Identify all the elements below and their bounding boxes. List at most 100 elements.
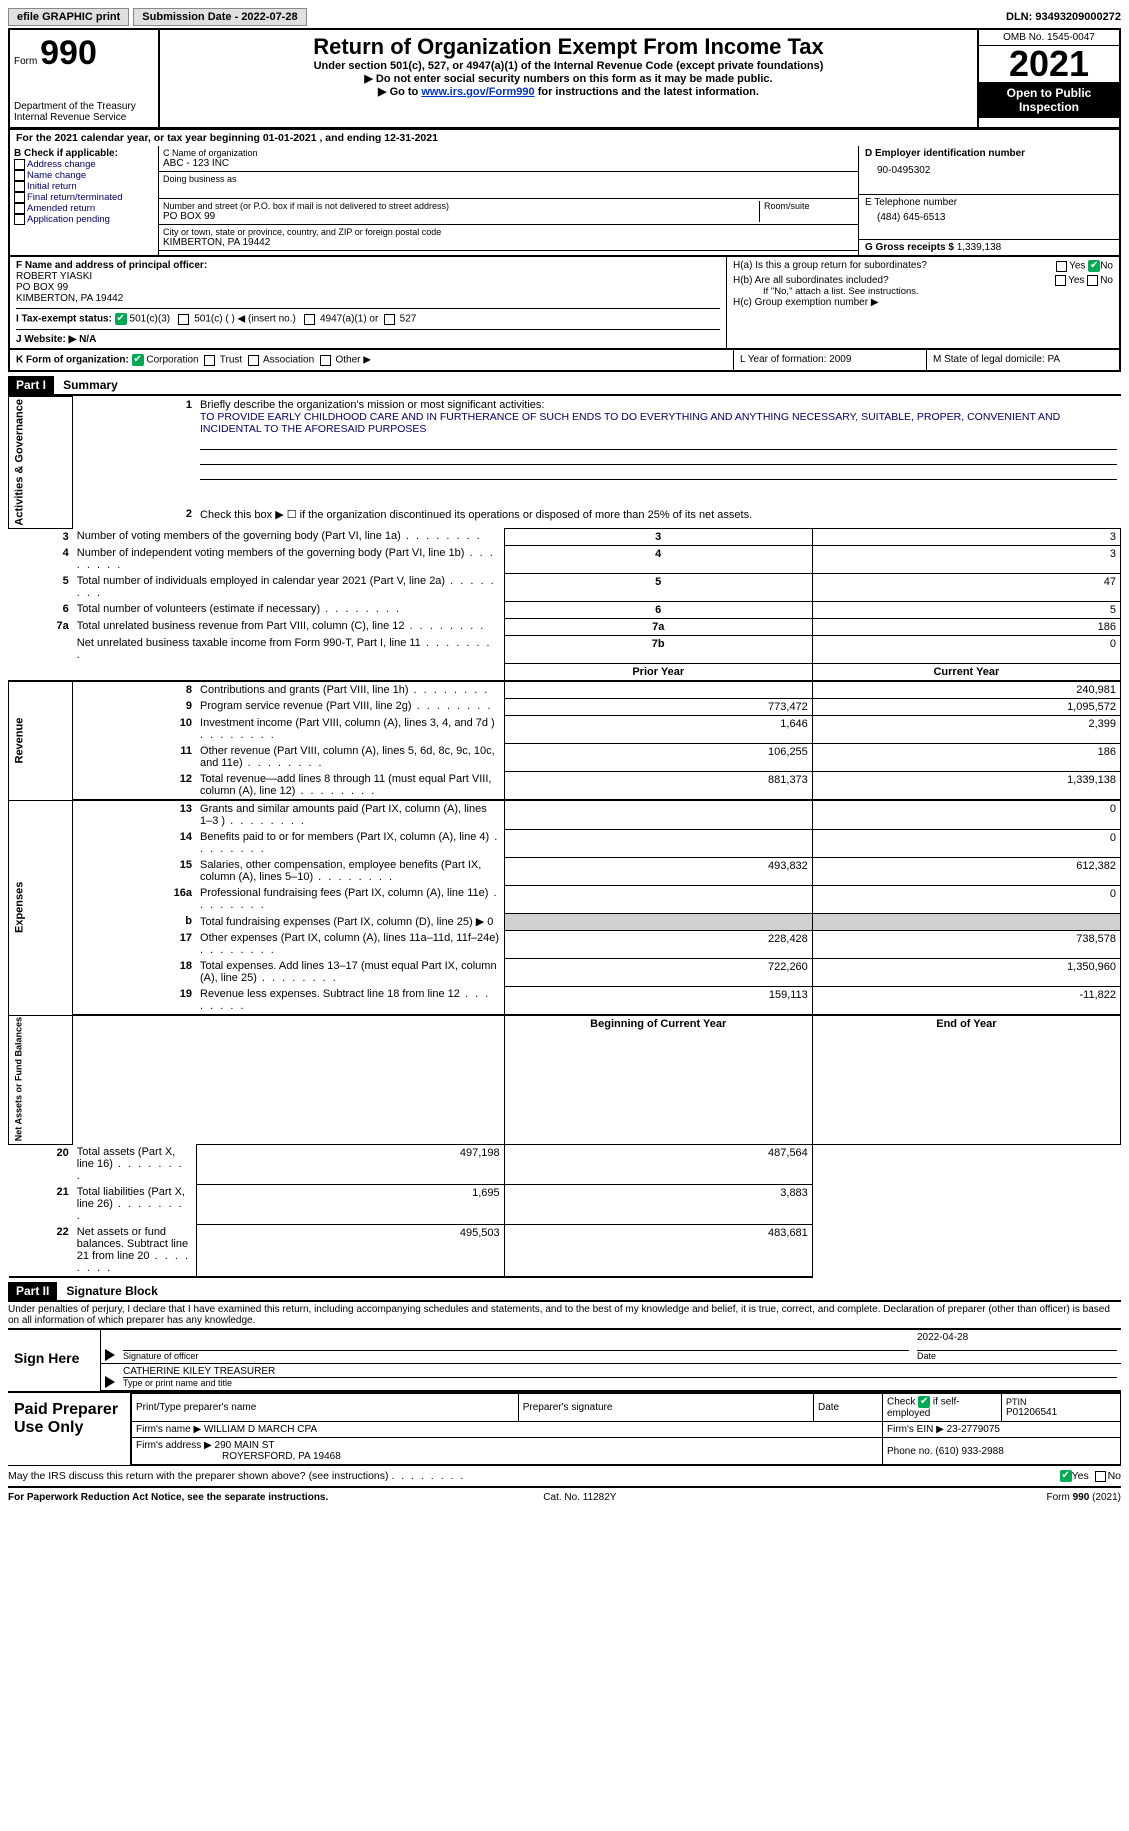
klm-row: K Form of organization: ✔ Corporation Tr…: [8, 350, 1121, 372]
side-label-expenses: Expenses: [9, 800, 73, 1015]
checkbox-4947[interactable]: [304, 314, 315, 325]
form-footer-label: Form 990 (2021): [1047, 1492, 1121, 1503]
m-state: M State of legal domicile: PA: [926, 350, 1119, 370]
check-icon: ✔: [115, 313, 127, 325]
preparer-block: Paid Preparer Use Only Print/Type prepar…: [8, 1391, 1121, 1465]
phone-label: E Telephone number: [865, 197, 1113, 208]
summary-table: Activities & Governance 1 Briefly descri…: [8, 396, 1121, 1278]
form-title: Return of Organization Exempt From Incom…: [164, 34, 973, 60]
prep-name-header: Print/Type preparer's name: [132, 1394, 519, 1422]
l-year: L Year of formation: 2009: [733, 350, 926, 370]
firm-ein-label: Firm's EIN ▶: [887, 1424, 944, 1435]
firm-phone-label: Phone no.: [887, 1446, 933, 1457]
col-b-option[interactable]: Final return/terminated: [14, 192, 154, 203]
gross-value: 1,339,138: [957, 242, 1002, 253]
checkbox-assoc[interactable]: [248, 355, 259, 366]
q1-label: Briefly describe the organization's miss…: [200, 399, 544, 411]
firm-addr2: ROYERSFORD, PA 19468: [136, 1451, 341, 1462]
city-label: City or town, state or province, country…: [163, 227, 854, 237]
f-label: F Name and address of principal officer:: [16, 260, 720, 271]
col-b-option[interactable]: Application pending: [14, 214, 154, 225]
checkbox-trust[interactable]: [204, 355, 215, 366]
col-b-option[interactable]: Address change: [14, 159, 154, 170]
i-label: I Tax-exempt status:: [16, 314, 112, 325]
col-b-option[interactable]: Initial return: [14, 181, 154, 192]
checkbox-other[interactable]: [320, 355, 331, 366]
501c3-option: 501(c)(3): [130, 314, 171, 325]
officer-group-block: F Name and address of principal officer:…: [8, 257, 1121, 350]
dept-label: Department of the Treasury Internal Reve…: [14, 101, 154, 123]
firm-name: WILLIAM D MARCH CPA: [204, 1424, 317, 1435]
part2-header: Part II: [8, 1282, 57, 1300]
sign-date: 2022-04-28: [917, 1332, 1117, 1351]
open-to-public: Open to Public Inspection: [979, 82, 1119, 118]
subtitle-1: Under section 501(c), 527, or 4947(a)(1)…: [164, 60, 973, 72]
dln-label: DLN: 93493209000272: [1006, 11, 1121, 23]
irs-link[interactable]: www.irs.gov/Form990: [421, 86, 534, 98]
part1-title: Summary: [57, 378, 118, 392]
name-label: C Name of organization: [163, 148, 854, 158]
arrow-icon: [105, 1376, 115, 1388]
checkbox-527[interactable]: [384, 314, 395, 325]
hc-question: H(c) Group exemption number ▶: [733, 297, 1113, 308]
page-footer: For Paperwork Reduction Act Notice, see …: [8, 1486, 1121, 1507]
discuss-no-checkbox[interactable]: [1095, 1471, 1106, 1482]
eoy-header: End of Year: [812, 1015, 1120, 1144]
check-icon: ✔: [918, 1396, 930, 1408]
form-header: Form 990 Department of the Treasury Inte…: [8, 28, 1121, 130]
gross-label: G Gross receipts $: [865, 242, 954, 253]
room-label: Room/suite: [759, 201, 854, 222]
part2-title: Signature Block: [60, 1284, 157, 1298]
ha-yes-checkbox[interactable]: [1056, 261, 1067, 272]
check-icon: ✔: [132, 354, 144, 366]
officer-addr1: PO BOX 99: [16, 282, 720, 293]
discuss-row: May the IRS discuss this return with the…: [8, 1465, 1121, 1486]
arrow-icon: [105, 1349, 115, 1361]
j-website: J Website: ▶ N/A: [16, 329, 720, 345]
self-employed-cell: Check ✔ if self-employed: [883, 1394, 1002, 1422]
cat-number: Cat. No. 11282Y: [543, 1492, 616, 1503]
prior-year-header: Prior Year: [504, 663, 812, 681]
form-number: 990: [40, 34, 97, 72]
top-bar: efile GRAPHIC print Submission Date - 20…: [8, 8, 1121, 26]
current-year-header: Current Year: [812, 663, 1120, 681]
city-state-zip: KIMBERTON, PA 19442: [163, 237, 854, 248]
phone-value: (484) 645-6513: [865, 212, 1113, 223]
date-label: Date: [917, 1351, 1117, 1361]
subtitle-3: ▶ Go to www.irs.gov/Form990 for instruct…: [164, 85, 973, 98]
col-b-option[interactable]: Name change: [14, 170, 154, 181]
entity-block: B Check if applicable: Address changeNam…: [8, 146, 1121, 257]
efile-print-button[interactable]: efile GRAPHIC print: [8, 8, 129, 26]
ptin-value: P01206541: [1006, 1407, 1116, 1418]
org-name: ABC - 123 INC: [163, 158, 854, 169]
col-b-option[interactable]: Amended return: [14, 203, 154, 214]
sign-block: Sign Here Signature of officer 2022-04-2…: [8, 1328, 1121, 1391]
officer-name-title: CATHERINE KILEY TREASURER: [123, 1366, 1117, 1378]
side-label-revenue: Revenue: [9, 681, 73, 801]
firm-ein: 23-2779075: [947, 1424, 1000, 1435]
officer-name: ROBERT YIASKI: [16, 271, 720, 282]
form-word: Form: [14, 56, 37, 67]
hb-no-checkbox[interactable]: [1087, 275, 1098, 286]
q2-text: Check this box ▶ ☐ if the organization d…: [196, 506, 1120, 528]
officer-addr2: KIMBERTON, PA 19442: [16, 293, 720, 304]
part1-header: Part I: [8, 376, 54, 394]
addr-label: Number and street (or P.O. box if mail i…: [163, 201, 759, 211]
ein-label: D Employer identification number: [865, 148, 1113, 159]
tax-year: 2021: [979, 46, 1119, 82]
ein-value: 90-0495302: [865, 165, 1113, 176]
prep-date-header: Date: [814, 1394, 883, 1422]
side-label-net: Net Assets or Fund Balances: [9, 1015, 73, 1144]
k-label: K Form of organization:: [16, 355, 129, 366]
firm-addr-label: Firm's address ▶: [136, 1440, 212, 1451]
hb-yes-checkbox[interactable]: [1055, 275, 1066, 286]
prep-sig-header: Preparer's signature: [518, 1394, 813, 1422]
firm-name-label: Firm's name ▶: [136, 1424, 201, 1435]
firm-addr1: 290 MAIN ST: [215, 1440, 275, 1451]
hb-note: If "No," attach a list. See instructions…: [733, 286, 1113, 297]
col-b-title: B Check if applicable:: [14, 148, 154, 159]
checkbox-501c[interactable]: [178, 314, 189, 325]
street-address: PO BOX 99: [163, 211, 759, 222]
line-a: For the 2021 calendar year, or tax year …: [8, 130, 1121, 146]
mission-text: TO PROVIDE EARLY CHILDHOOD CARE AND IN F…: [200, 411, 1060, 435]
